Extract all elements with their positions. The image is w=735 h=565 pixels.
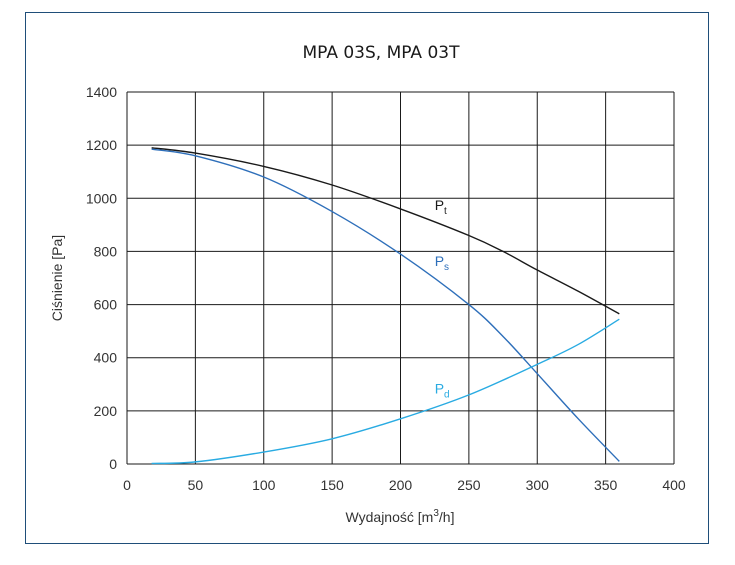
y-axis-label: Ciśnienie [Pa]	[49, 235, 65, 321]
y-tick-label: 600	[94, 297, 118, 313]
x-tick-label: 100	[252, 477, 276, 493]
x-tick-label: 50	[188, 477, 204, 493]
series-label-ps: Ps	[435, 253, 449, 273]
y-tick-label: 1400	[86, 84, 117, 100]
series-label-pd: Pd	[435, 381, 450, 401]
x-tick-label: 300	[526, 477, 550, 493]
y-tick-label: 1000	[86, 190, 117, 206]
series-line-ps	[151, 148, 620, 462]
series-label-pt: Pt	[435, 197, 447, 217]
y-tick-label: 400	[94, 350, 118, 366]
y-tick-label: 1200	[86, 137, 117, 153]
series-line-pt	[151, 147, 620, 315]
x-tick-label: 350	[594, 477, 618, 493]
series-group	[151, 147, 620, 465]
ticks: 0 50 100 150 200 250 300 350 400 0 200 400 600 800 100…	[86, 84, 686, 493]
x-tick-label: 250	[457, 477, 481, 493]
grid	[126, 91, 675, 465]
series-line-pd	[151, 318, 620, 465]
x-tick-label: 0	[123, 477, 131, 493]
y-tick-label: 200	[94, 403, 118, 419]
chart-frame	[25, 12, 709, 544]
x-axis-label: Wydajność [m3/h]	[346, 508, 455, 525]
chart-title: MPA 03S, MPA 03T	[303, 43, 461, 63]
x-tick-label: 400	[662, 477, 686, 493]
x-axis-label-tail: /h]	[439, 509, 455, 525]
x-tick-label: 200	[389, 477, 413, 493]
x-axis-label-main: Wydajność [m	[346, 509, 434, 525]
series-labels: Pt Ps Pd	[435, 197, 450, 400]
x-axis-label-sup: 3	[433, 508, 439, 519]
y-tick-label: 800	[94, 243, 118, 259]
x-tick-label: 150	[320, 477, 344, 493]
y-tick-label: 0	[109, 456, 117, 472]
